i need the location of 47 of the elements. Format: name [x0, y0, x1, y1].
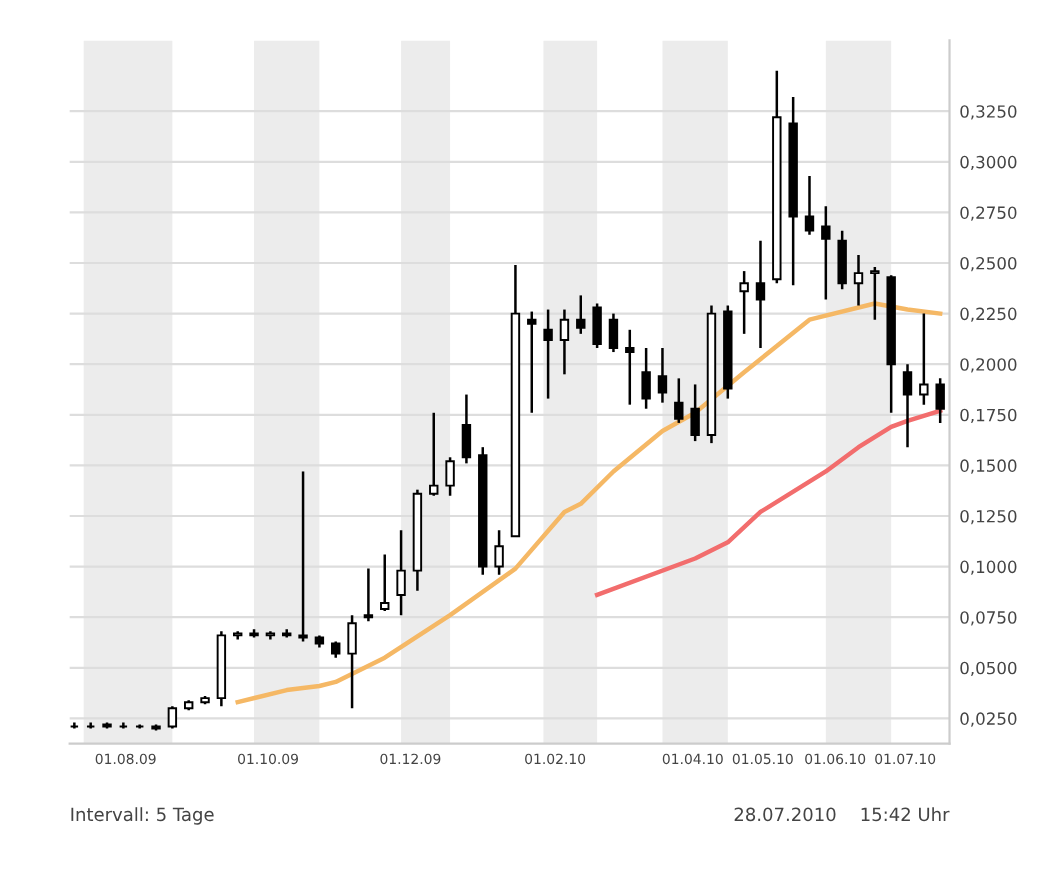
candlestick — [527, 310, 537, 415]
candlestick — [298, 470, 308, 643]
candlestick — [902, 362, 913, 449]
y-tick-label: 0,2000 — [960, 358, 1017, 373]
y-tick-label: 0,0500 — [960, 661, 1017, 677]
candlestick — [608, 312, 619, 354]
candlestick — [396, 528, 406, 617]
candlestick — [576, 294, 586, 336]
text: 28.07.2010 15:42 Uhr — [734, 807, 950, 822]
candlestick — [837, 229, 847, 291]
y-tick-label: 0,2250 — [960, 307, 1017, 322]
text: Intervall: 5 Tage — [71, 807, 214, 825]
candlestick — [429, 411, 439, 497]
candlestick — [919, 312, 929, 406]
y-tick-label: 0,3250 — [960, 105, 1017, 120]
y-tick-label: 0,0750 — [960, 611, 1017, 626]
candlestick — [739, 269, 749, 336]
candlestick — [755, 239, 766, 350]
candlestick — [625, 328, 635, 406]
candlestick — [821, 205, 831, 301]
candlestick — [167, 704, 178, 730]
y-tick-label: 0,1250 — [960, 509, 1017, 525]
y-tick-label: 0,1000 — [960, 560, 1017, 575]
y-tick-label: 0,1750 — [960, 408, 1017, 424]
candlestick — [804, 174, 815, 236]
candlestick — [363, 567, 374, 623]
candlestick — [674, 377, 684, 425]
candlestick — [592, 302, 602, 350]
candlestick — [690, 383, 700, 443]
candlestick — [853, 253, 864, 307]
candlestick — [657, 346, 668, 404]
y-tick-label: 0,0250 — [960, 712, 1017, 727]
line-series — [235, 301, 943, 705]
candlestick — [870, 265, 880, 321]
candlestick — [559, 308, 570, 376]
candlestick — [380, 553, 390, 613]
y-tick-label: 0,1500 — [960, 459, 1017, 474]
candlestick — [494, 528, 504, 576]
candlestick — [641, 346, 651, 410]
candlestick — [347, 613, 357, 710]
y-tick-label: 0,2750 — [960, 206, 1017, 221]
y-tick-label: 0,2500 — [960, 256, 1017, 272]
candlestick — [461, 393, 472, 465]
y-tick-label: 0,3000 — [960, 155, 1017, 171]
candlestick — [445, 456, 455, 497]
candlestick — [543, 308, 553, 400]
candlestick — [935, 377, 945, 425]
